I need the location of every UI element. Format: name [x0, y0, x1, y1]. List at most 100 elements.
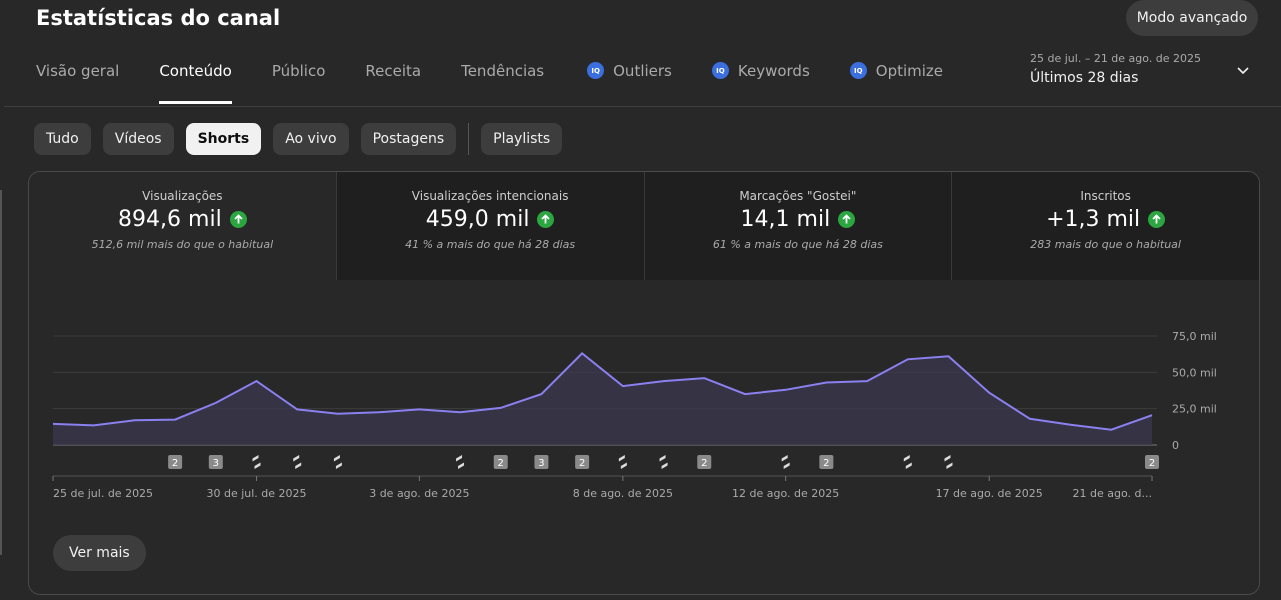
tab-audience[interactable]: Público [272, 62, 326, 104]
shorts-icon [456, 455, 465, 469]
shorts-icon [333, 455, 342, 469]
chip-shorts[interactable]: Shorts [185, 123, 262, 155]
tab-label: Keywords [737, 62, 810, 80]
tab-keywords[interactable]: IQ Keywords [711, 62, 810, 104]
chip-playlists[interactable]: Playlists [481, 123, 563, 155]
tab-label: Conteúdo [159, 62, 232, 80]
vidiq-icon: IQ [711, 62, 729, 79]
x-tick-label: 17 de ago. de 2025 [936, 487, 1043, 500]
date-range-text[interactable]: 25 de jul. – 21 de ago. de 2025 [1030, 52, 1202, 65]
tab-label: Receita [365, 62, 422, 80]
shorts-icon-dot [335, 459, 341, 465]
video-count-marker [819, 455, 834, 469]
tab-revenue[interactable]: Receita [365, 62, 421, 104]
metric-value: 894,6 mil [118, 207, 222, 232]
video-count-marker [208, 455, 223, 469]
tab-label: Optimize [875, 62, 944, 80]
video-count-marker [1145, 455, 1159, 469]
y-tick-label: 50,0 mil [1172, 366, 1217, 379]
advanced-mode-button[interactable]: Modo avançado [1126, 0, 1258, 36]
metric-likes[interactable]: Marcações "Gostei" 14,1 mil 61 % a mais … [644, 172, 953, 280]
see-more-button[interactable]: Ver mais [53, 535, 146, 571]
arrow-up-icon [537, 211, 555, 228]
chip-all[interactable]: Tudo [34, 123, 91, 155]
video-count-label: 2 [579, 458, 585, 469]
video-count-label: 2 [498, 458, 504, 469]
video-count-label: 2 [823, 458, 829, 469]
metric-views[interactable]: Visualizações 894,6 mil 512,6 mil mais d… [29, 172, 337, 280]
shorts-icon-dot [661, 459, 666, 465]
metric-label: Marcações "Gostei" [739, 189, 857, 203]
metric-label: Inscritos [1080, 189, 1131, 203]
tab-bar: Visão geral Conteúdo Público Receita Ten… [36, 62, 983, 106]
shorts-icon [252, 455, 261, 469]
chip-divider [468, 123, 470, 155]
video-count-marker [575, 455, 590, 469]
shorts-icon [293, 455, 302, 469]
metric-engaged-views[interactable]: Visualizações intencionais 459,0 mil 41 … [336, 172, 645, 280]
tab-overview[interactable]: Visão geral [36, 62, 119, 104]
metric-value: 14,1 mil [740, 207, 831, 232]
metric-subscribers[interactable]: Inscritos +1,3 mil 283 mais do que o hab… [952, 172, 1259, 280]
tab-label: Outliers [613, 62, 672, 80]
shorts-icon-dot [620, 459, 626, 465]
video-count-label: 3 [213, 458, 219, 469]
x-tick-label: 12 de ago. de 2025 [732, 487, 839, 500]
x-tick-label: 8 de ago. de 2025 [573, 487, 673, 500]
content-type-filter: Tudo Vídeos Shorts Ao vivo Postagens Pla… [34, 123, 574, 155]
page-title: Estatísticas do canal [36, 6, 281, 30]
x-tick-label: 21 de ago. d... [1073, 487, 1152, 500]
chip-live[interactable]: Ao vivo [273, 123, 349, 155]
shorts-icon-dot [946, 459, 951, 465]
video-count-label: 3 [538, 458, 544, 469]
shorts-icon-dot [783, 459, 788, 465]
x-tick-label: 25 de jul. de 2025 [53, 487, 153, 500]
y-tick-label: 0 [1172, 439, 1179, 452]
shorts-icon [659, 455, 668, 469]
shorts-icon [618, 455, 627, 469]
period-label[interactable]: Últimos 28 dias [1030, 70, 1139, 86]
shorts-icon-dot [254, 459, 259, 465]
video-count-label: 2 [172, 458, 178, 469]
series-line [52, 352, 1153, 431]
shorts-icon [944, 455, 953, 469]
tab-label: Visão geral [36, 62, 120, 80]
metric-label: Visualizações [142, 189, 223, 203]
chip-videos[interactable]: Vídeos [102, 123, 174, 155]
x-tick-label: 3 de ago. de 2025 [369, 487, 469, 500]
metric-note: 283 mais do que o habitual [1030, 238, 1181, 251]
y-tick-label: 25,0 mil [1172, 403, 1217, 416]
metric-note: 61 % a mais do que há 28 dias [712, 238, 883, 251]
metric-note: 512,6 mil mais do que o habitual [91, 238, 274, 251]
metric-label: Visualizações intencionais [411, 189, 569, 203]
video-count-label: 2 [701, 458, 707, 469]
tab-outliers[interactable]: IQ Outliers [587, 62, 672, 104]
x-tick-label: 30 de jul. de 2025 [206, 487, 306, 500]
views-line-chart[interactable]: 75,0 mil 50,0 mil 25,0 mil 0 2 3 2 3 2 2 2 2 25 de j… [29, 280, 1259, 520]
metric-value: 459,0 mil [425, 207, 530, 232]
metric-value: +1,3 mil [1046, 207, 1141, 232]
shorts-icon-dot [905, 459, 910, 465]
video-count-marker [697, 455, 712, 469]
vidiq-icon: IQ [587, 62, 605, 79]
metric-row: Visualizações 894,6 mil 512,6 mil mais d… [29, 172, 1259, 280]
chevron-down-icon[interactable] [1236, 64, 1250, 78]
tab-label: Tendências [461, 62, 545, 80]
chart-area [53, 353, 1152, 445]
shorts-icon [781, 455, 790, 469]
chip-posts[interactable]: Postagens [360, 123, 457, 155]
vidiq-icon: IQ [849, 62, 867, 79]
shorts-icon-dot [295, 459, 300, 465]
video-count-marker [168, 455, 183, 469]
scroll-edge [0, 190, 2, 555]
video-count-marker [493, 455, 508, 469]
tab-trends[interactable]: Tendências [461, 62, 544, 104]
y-tick-label: 75,0 mil [1172, 330, 1217, 343]
tab-optimize[interactable]: IQ Optimize [849, 62, 944, 104]
tab-divider [4, 106, 1281, 107]
tab-content[interactable]: Conteúdo [159, 62, 233, 104]
shorts-icon [903, 455, 912, 469]
arrow-up-icon [1148, 211, 1166, 228]
shorts-icon-dot [457, 459, 463, 465]
arrow-up-icon [838, 211, 856, 228]
